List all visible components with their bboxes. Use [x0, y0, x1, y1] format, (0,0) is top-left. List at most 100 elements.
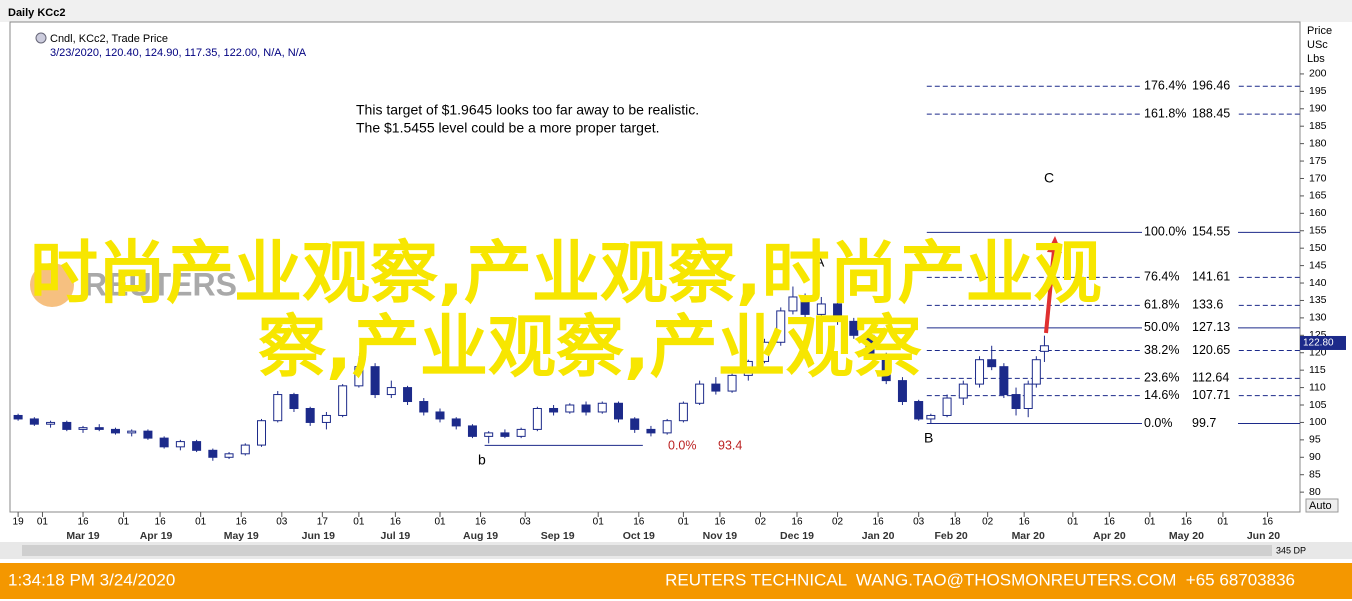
wave-label: a — [358, 347, 366, 363]
candle-body — [958, 383, 968, 399]
candle-body — [500, 432, 510, 437]
candle-body — [62, 421, 72, 430]
y-tick-label: 165 — [1309, 190, 1327, 202]
x-tick-label: 16 — [390, 517, 402, 528]
y-tick-label: 85 — [1309, 468, 1321, 480]
x-tick-label: 18 — [950, 517, 962, 528]
fib-label-bg — [1142, 107, 1238, 122]
month-label: Mar 20 — [1012, 530, 1045, 542]
candle-body — [484, 432, 494, 437]
candle-body — [565, 404, 575, 413]
candle-body — [727, 374, 737, 392]
month-label: Jul 19 — [380, 530, 410, 542]
y-tick-label: 95 — [1309, 434, 1321, 446]
x-tick-label: 01 — [1217, 517, 1229, 528]
candle-body — [516, 428, 526, 437]
candle-body — [833, 303, 843, 322]
month-label: Feb 20 — [934, 530, 967, 542]
x-tick-label: 16 — [1181, 517, 1193, 528]
scroll-thumb[interactable] — [22, 545, 1272, 556]
auto-button[interactable] — [1305, 498, 1339, 513]
y-tick-label: 130 — [1309, 312, 1327, 324]
annotation: The $1.5455 level could be a more proper… — [356, 120, 660, 136]
x-tick-label: 01 — [593, 517, 605, 528]
logo-dots — [30, 263, 74, 307]
candle-body — [435, 411, 445, 420]
candle-body — [662, 420, 672, 434]
month-label: Nov 19 — [703, 530, 738, 542]
x-tick-label: 16 — [791, 517, 803, 528]
wave-label: b — [478, 452, 486, 468]
candle-body — [224, 453, 234, 458]
y-tick-label: 80 — [1309, 486, 1321, 498]
x-tick-label: 03 — [520, 517, 532, 528]
auto-label: Auto — [1309, 500, 1332, 512]
y-tick-label: 175 — [1309, 155, 1327, 167]
wave-label: B — [924, 430, 933, 446]
wave-label: A — [815, 254, 825, 270]
fib-label-bg — [1142, 225, 1238, 240]
y-tick-label: 140 — [1309, 277, 1327, 289]
y-tick-label: 180 — [1309, 137, 1327, 149]
candle-body — [240, 444, 250, 455]
y-tick-label: 190 — [1309, 103, 1327, 115]
candle-body — [1031, 359, 1041, 385]
logo-text: REUTERS — [84, 266, 237, 302]
candle-body — [849, 320, 859, 336]
fib-pct: 14.6% — [1144, 388, 1179, 402]
last-price-label: 122.80 — [1303, 338, 1334, 349]
y-tick-label: 160 — [1309, 207, 1327, 219]
x-tick-label: 01 — [118, 517, 130, 528]
arrow — [1044, 249, 1056, 334]
candle-body — [581, 404, 591, 413]
month-label: Jun 19 — [302, 530, 335, 542]
fib-pct: 161.8% — [1144, 106, 1186, 120]
fib-price: 93.4 — [718, 438, 742, 452]
fib-price: 107.71 — [1192, 388, 1230, 402]
fib-pct: 38.2% — [1144, 343, 1179, 357]
arrow-head — [1047, 236, 1062, 253]
month-label: Aug 19 — [463, 530, 498, 542]
candle-body — [305, 407, 315, 423]
y-tick-label: 170 — [1309, 172, 1327, 184]
fib-pct: 0.0% — [668, 438, 697, 452]
candle-body — [451, 418, 461, 427]
fib-label-bg — [1142, 270, 1238, 285]
fib-label-bg — [1142, 343, 1238, 358]
x-tick-label: 01 — [353, 517, 365, 528]
candle-body — [865, 334, 875, 357]
last-price-box — [1300, 335, 1346, 350]
candle-body — [999, 366, 1009, 396]
watermark: 察,产业观察,产业观察 — [258, 309, 922, 388]
y-tick-label: 195 — [1309, 85, 1327, 97]
legend-icon — [35, 32, 47, 44]
x-tick-label: 02 — [755, 517, 767, 528]
candle-body — [987, 359, 997, 368]
candle-body — [13, 414, 23, 420]
x-tick-label: 16 — [77, 517, 89, 528]
candle-body — [549, 407, 559, 413]
x-tick-label: 01 — [1067, 517, 1079, 528]
candle-body — [370, 366, 380, 396]
x-tick-label: 01 — [434, 517, 446, 528]
fib-pct: 176.4% — [1144, 79, 1186, 93]
x-tick-label: 17 — [317, 517, 329, 528]
candle-body — [46, 421, 56, 425]
x-tick-label: 16 — [236, 517, 248, 528]
candle-body — [597, 402, 607, 413]
fib-label-bg — [1142, 320, 1238, 335]
month-label: Jun 20 — [1247, 530, 1280, 542]
candle-body — [760, 341, 770, 362]
candle-body — [897, 380, 907, 403]
axis-header: USc — [1307, 39, 1328, 51]
scroll-label: 345 DP — [1276, 545, 1306, 555]
candle-body — [289, 394, 299, 409]
y-tick-label: 155 — [1309, 225, 1327, 237]
month-label: Jan 20 — [862, 530, 895, 542]
candle-body — [914, 401, 924, 420]
candle-body — [1011, 394, 1021, 409]
candle-body — [1039, 345, 1049, 352]
fib-label-bg — [1142, 79, 1238, 94]
candle-body — [127, 430, 137, 434]
